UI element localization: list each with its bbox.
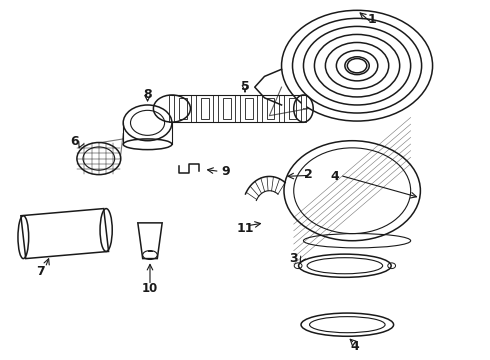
- Bar: [235, 95, 240, 122]
- Text: 10: 10: [142, 283, 158, 296]
- Text: 9: 9: [221, 165, 230, 177]
- Bar: [179, 98, 187, 119]
- Bar: [201, 98, 209, 119]
- Bar: [301, 95, 306, 122]
- Text: 4: 4: [331, 170, 340, 183]
- Text: 1: 1: [368, 13, 376, 26]
- Text: 5: 5: [241, 80, 249, 93]
- Bar: [279, 95, 284, 122]
- Text: 2: 2: [304, 168, 313, 181]
- Bar: [213, 95, 218, 122]
- Bar: [257, 95, 262, 122]
- Text: 7: 7: [36, 265, 45, 278]
- Text: 3: 3: [290, 252, 298, 265]
- Text: 8: 8: [143, 88, 152, 101]
- Bar: [289, 98, 296, 119]
- Text: 11: 11: [236, 222, 254, 235]
- Text: 6: 6: [70, 135, 79, 148]
- Bar: [170, 95, 174, 122]
- Bar: [245, 98, 252, 119]
- Bar: [223, 98, 231, 119]
- Text: 4: 4: [350, 339, 359, 352]
- Bar: [192, 95, 196, 122]
- Bar: [267, 98, 274, 119]
